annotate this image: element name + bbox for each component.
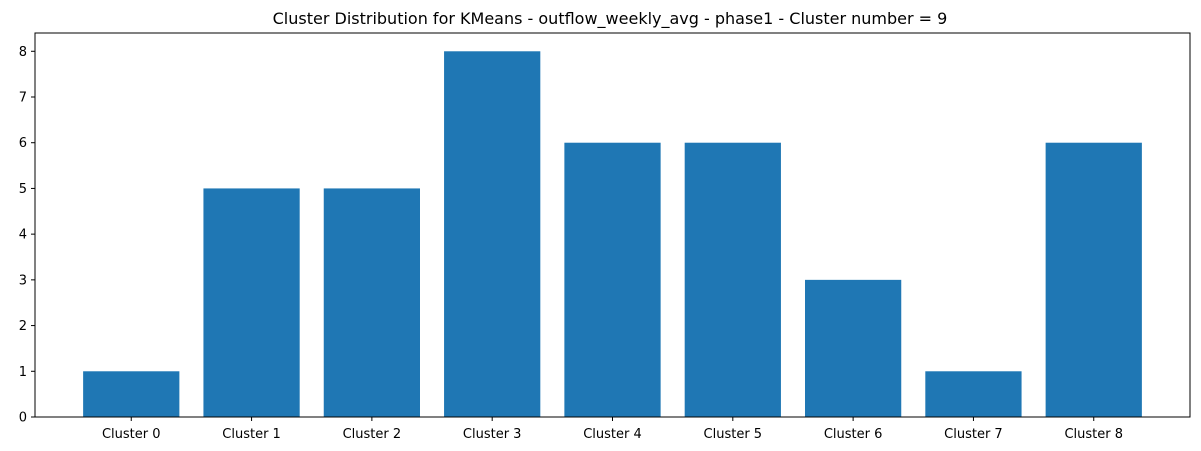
x-tick-label: Cluster 4 <box>583 427 642 442</box>
y-axis: 0 1 2 3 4 5 6 7 8 <box>19 45 35 426</box>
plot-frame <box>34 32 1191 418</box>
y-tick-label: 3 <box>19 273 27 288</box>
y-tick-label: 5 <box>19 182 27 197</box>
x-tick-label: Cluster 5 <box>704 427 763 442</box>
bar-cluster-1 <box>203 188 300 417</box>
x-tick-label: Cluster 7 <box>944 427 1003 442</box>
y-tick-label: 1 <box>19 365 27 380</box>
bar-cluster-3 <box>444 51 541 418</box>
bar-cluster-6 <box>805 279 902 417</box>
x-tick-label: Cluster 8 <box>1064 427 1123 442</box>
y-tick-label: 6 <box>19 136 27 151</box>
x-tick-label: Cluster 0 <box>102 427 161 442</box>
bar-cluster-4 <box>564 142 661 417</box>
y-tick-label: 8 <box>19 45 27 60</box>
x-tick-label: Cluster 6 <box>824 427 883 442</box>
bar-cluster-8 <box>1045 142 1142 417</box>
y-tick-label: 0 <box>19 411 27 426</box>
chart-title: Cluster Distribution for KMeans - outflo… <box>273 9 948 29</box>
y-tick-label: 2 <box>19 319 27 334</box>
bar-cluster-0 <box>83 371 180 417</box>
y-tick-label: 4 <box>19 228 27 243</box>
bar-cluster-5 <box>684 142 781 417</box>
y-tick-label: 7 <box>19 91 27 106</box>
x-tick-label: Cluster 3 <box>463 427 522 442</box>
bar-cluster-7 <box>925 371 1022 417</box>
x-tick-label: Cluster 1 <box>222 427 281 442</box>
bar-cluster-2 <box>323 188 420 417</box>
bars-group <box>83 51 1142 418</box>
x-axis: Cluster 0 Cluster 1 Cluster 2 Cluster 3 Clus… <box>102 417 1123 442</box>
x-tick-label: Cluster 2 <box>343 427 402 442</box>
